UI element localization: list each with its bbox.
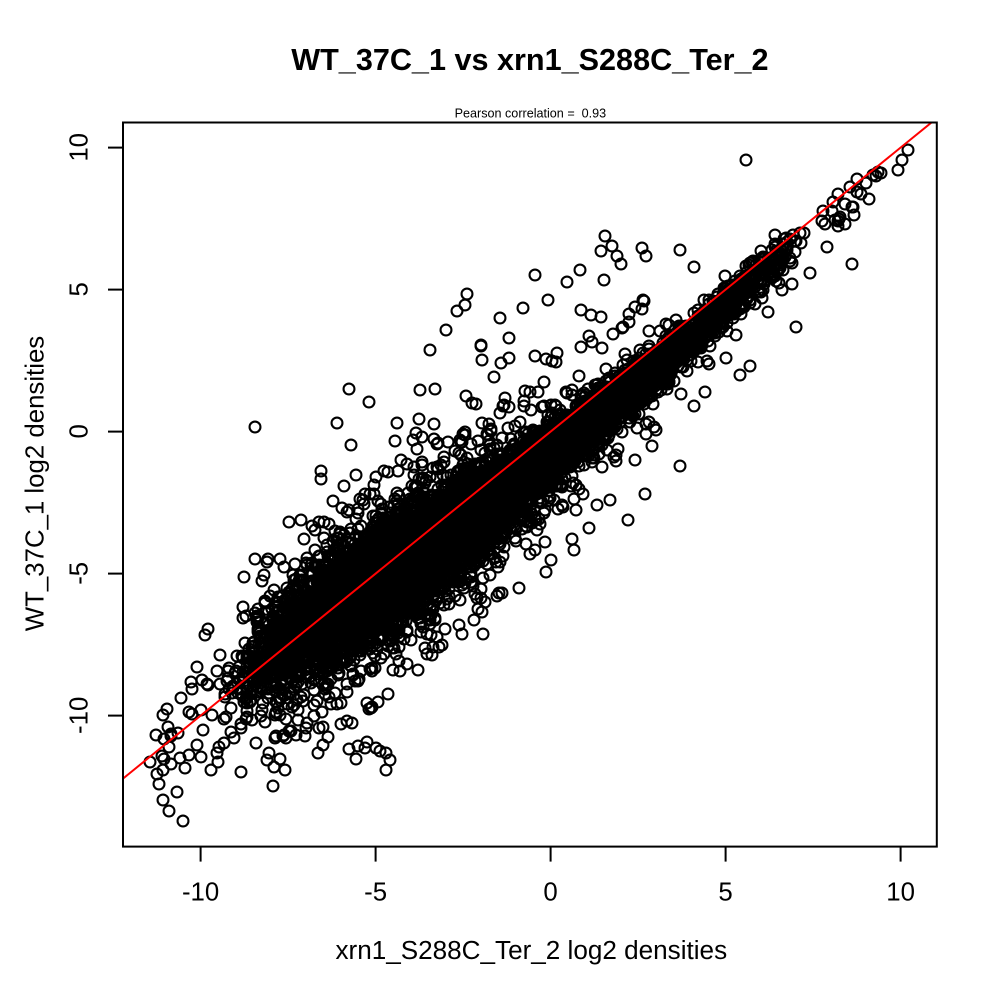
svg-text:-10: -10 bbox=[66, 697, 94, 734]
svg-text:10: 10 bbox=[66, 133, 94, 162]
svg-text:WT_37C_1 log2 densities: WT_37C_1 log2 densities bbox=[22, 336, 50, 631]
svg-text:10: 10 bbox=[886, 878, 915, 906]
svg-text:WT_37C_1 vs xrn1_S288C_Ter_2: WT_37C_1 vs xrn1_S288C_Ter_2 bbox=[291, 43, 768, 77]
svg-text:-5: -5 bbox=[66, 562, 94, 585]
svg-text:5: 5 bbox=[66, 282, 94, 296]
svg-text:0: 0 bbox=[543, 878, 557, 906]
svg-text:0: 0 bbox=[66, 424, 94, 438]
svg-text:xrn1_S288C_Ter_2 log2 densitie: xrn1_S288C_Ter_2 log2 densities bbox=[335, 935, 727, 965]
svg-text:-5: -5 bbox=[364, 878, 387, 906]
svg-text:5: 5 bbox=[718, 878, 732, 906]
svg-text:Pearson correlation = 0.93: Pearson correlation = 0.93 bbox=[455, 107, 607, 121]
svg-text:-10: -10 bbox=[182, 878, 219, 906]
